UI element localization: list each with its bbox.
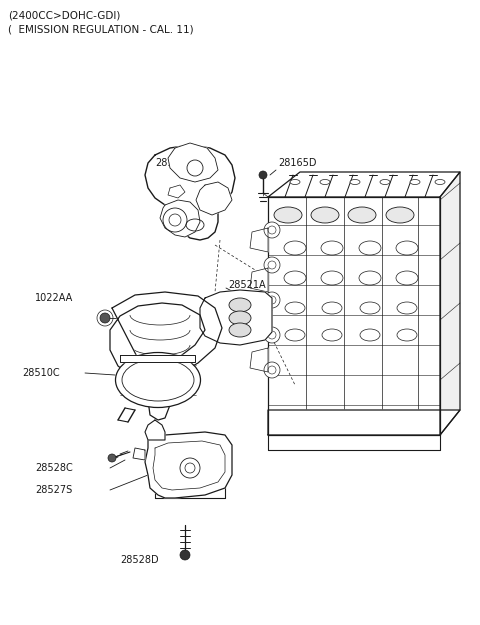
Ellipse shape — [410, 179, 420, 184]
Ellipse shape — [397, 302, 417, 314]
Ellipse shape — [322, 329, 342, 341]
Text: 28510C: 28510C — [22, 368, 60, 378]
Ellipse shape — [350, 179, 360, 184]
Circle shape — [180, 550, 190, 560]
Ellipse shape — [311, 207, 339, 223]
Ellipse shape — [229, 298, 251, 312]
Polygon shape — [268, 197, 440, 435]
Polygon shape — [168, 185, 185, 198]
Polygon shape — [120, 355, 195, 362]
Ellipse shape — [284, 241, 306, 255]
Polygon shape — [196, 182, 232, 215]
Ellipse shape — [359, 271, 381, 285]
Text: 1022AA: 1022AA — [35, 293, 73, 303]
Text: 28528C: 28528C — [35, 463, 73, 473]
Ellipse shape — [322, 302, 342, 314]
Polygon shape — [268, 410, 460, 435]
Ellipse shape — [290, 179, 300, 184]
Ellipse shape — [229, 311, 251, 325]
Polygon shape — [250, 268, 268, 292]
Polygon shape — [133, 448, 145, 460]
Ellipse shape — [274, 207, 302, 223]
Polygon shape — [250, 228, 268, 252]
Circle shape — [264, 327, 280, 343]
Circle shape — [259, 171, 267, 179]
Polygon shape — [145, 145, 235, 240]
Ellipse shape — [397, 329, 417, 341]
Ellipse shape — [396, 271, 418, 285]
Ellipse shape — [396, 241, 418, 255]
Circle shape — [100, 313, 110, 323]
Text: 28525F: 28525F — [155, 158, 192, 168]
Polygon shape — [153, 441, 225, 490]
Polygon shape — [200, 290, 272, 345]
Ellipse shape — [321, 271, 343, 285]
Ellipse shape — [435, 179, 445, 184]
Ellipse shape — [321, 241, 343, 255]
Ellipse shape — [360, 302, 380, 314]
Polygon shape — [250, 348, 268, 372]
Circle shape — [264, 292, 280, 308]
Ellipse shape — [320, 179, 330, 184]
Ellipse shape — [360, 329, 380, 341]
Text: 28527S: 28527S — [35, 485, 72, 495]
Ellipse shape — [284, 271, 306, 285]
Polygon shape — [145, 420, 165, 440]
Polygon shape — [160, 200, 200, 237]
Text: 28165D: 28165D — [278, 158, 316, 168]
Circle shape — [108, 454, 116, 462]
Polygon shape — [110, 292, 222, 420]
Circle shape — [264, 362, 280, 378]
Ellipse shape — [285, 329, 305, 341]
Ellipse shape — [229, 323, 251, 337]
Circle shape — [264, 257, 280, 273]
Text: (2400CC>DOHC-GDI): (2400CC>DOHC-GDI) — [8, 10, 120, 20]
Circle shape — [264, 222, 280, 238]
Polygon shape — [268, 172, 460, 197]
Polygon shape — [440, 172, 460, 435]
Text: 28528D: 28528D — [120, 555, 158, 565]
Polygon shape — [145, 432, 232, 498]
Ellipse shape — [285, 302, 305, 314]
Ellipse shape — [116, 352, 201, 408]
Ellipse shape — [386, 207, 414, 223]
Ellipse shape — [380, 179, 390, 184]
Ellipse shape — [359, 241, 381, 255]
Text: 28521A: 28521A — [228, 280, 265, 290]
Text: (  EMISSION REGULATION - CAL. 11): ( EMISSION REGULATION - CAL. 11) — [8, 25, 193, 35]
Polygon shape — [250, 308, 268, 332]
Ellipse shape — [348, 207, 376, 223]
Polygon shape — [168, 143, 218, 182]
